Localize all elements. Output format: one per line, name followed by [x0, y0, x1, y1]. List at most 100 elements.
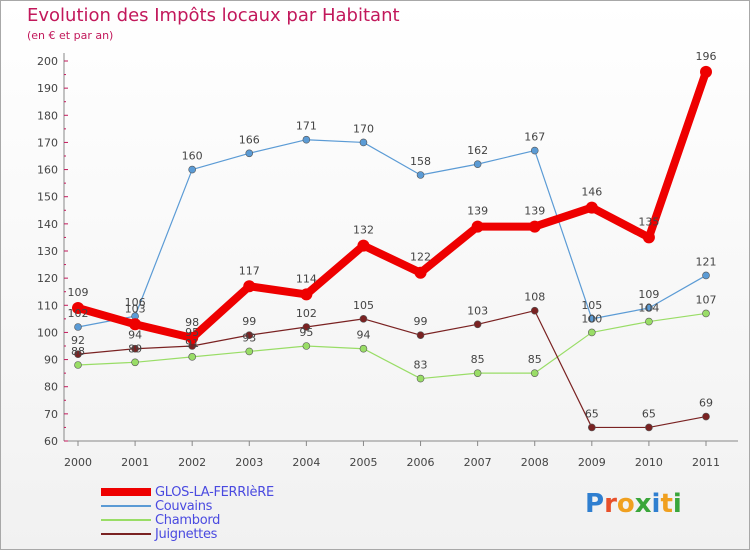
data-label: 105 — [581, 299, 602, 312]
data-label: 106 — [125, 296, 146, 309]
x-tick-label: 2003 — [235, 456, 263, 469]
data-label: 139 — [467, 205, 488, 218]
legend-item: Juignettes — [101, 527, 274, 542]
data-point — [359, 315, 368, 323]
data-label: 99 — [414, 315, 428, 328]
x-tick-label: 2005 — [349, 456, 377, 469]
data-point — [702, 309, 710, 318]
legend: GLOS-LA-FERRIèRE Couvains Chambord Juignett… — [101, 484, 274, 542]
series-line-0 — [74, 67, 710, 342]
data-label: 100 — [581, 312, 602, 325]
data-point — [186, 331, 199, 344]
data-point — [473, 160, 482, 168]
data-point — [300, 288, 313, 301]
data-label: 114 — [296, 272, 317, 285]
logo-letter: P — [585, 489, 605, 519]
logo-letter: x — [634, 489, 652, 519]
data-point — [642, 231, 655, 244]
chart-title: Evolution des Impôts locaux par Habitant — [27, 5, 400, 26]
legend-label: GLOS-LA-FERRIèRE — [155, 484, 274, 500]
x-tick-label: 2006 — [407, 456, 435, 469]
data-label: 85 — [528, 353, 542, 366]
data-point — [359, 138, 368, 147]
data-label: 162 — [467, 144, 488, 157]
y-tick-label: 130 — [37, 245, 58, 258]
data-point — [700, 65, 712, 78]
proxiti-logo: Proxiti — [585, 489, 682, 519]
data-point — [473, 320, 482, 329]
data-label: 102 — [68, 307, 89, 320]
data-point — [131, 358, 139, 367]
x-tick-label: 2010 — [635, 456, 663, 469]
data-point — [302, 342, 311, 350]
data-label: 146 — [581, 186, 602, 199]
data-label: 92 — [71, 334, 85, 347]
data-label: 132 — [353, 224, 374, 237]
data-point — [188, 165, 196, 174]
y-tick-label: 80 — [44, 381, 58, 394]
data-label: 65 — [642, 407, 656, 420]
y-tick-label: 110 — [37, 299, 58, 312]
data-label: 104 — [638, 302, 659, 315]
data-point — [530, 306, 539, 315]
data-label: 83 — [414, 359, 428, 372]
data-label: 171 — [296, 120, 317, 133]
x-tick-label: 2004 — [292, 456, 320, 469]
x-tick-label: 2009 — [578, 456, 606, 469]
legend-swatch — [101, 533, 151, 535]
y-tick-label: 190 — [37, 82, 58, 95]
data-point — [702, 271, 710, 280]
y-tick-label: 140 — [37, 218, 58, 231]
data-point — [302, 135, 311, 144]
data-label: 105 — [353, 299, 374, 312]
data-point — [245, 331, 254, 339]
y-tick-label: 160 — [37, 164, 58, 177]
data-label: 93 — [242, 331, 256, 344]
data-label: 108 — [524, 291, 545, 304]
legend-item: Chambord — [101, 512, 274, 528]
data-label: 109 — [68, 286, 89, 299]
x-tick-label: 2007 — [464, 456, 492, 469]
logo-letter: i — [651, 489, 661, 519]
data-label: 158 — [410, 155, 431, 168]
data-label: 121 — [696, 255, 717, 268]
data-label: 69 — [699, 397, 713, 410]
data-point — [243, 280, 256, 293]
data-label: 166 — [239, 133, 260, 146]
legend-item: GLOS-LA-FERRIèRE — [101, 484, 274, 500]
series-line-2 — [77, 312, 707, 380]
data-label: 139 — [524, 205, 545, 218]
data-label: 196 — [696, 50, 717, 63]
y-tick-label: 150 — [37, 191, 58, 204]
y-tick-label: 180 — [37, 109, 58, 122]
data-label: 65 — [585, 407, 599, 420]
logo-letter: i — [672, 489, 682, 519]
legend-label: Chambord — [155, 512, 221, 528]
data-point — [245, 347, 254, 356]
data-point — [471, 220, 484, 233]
data-point — [645, 304, 653, 312]
x-tick-label: 2000 — [64, 456, 92, 469]
data-label: 94 — [128, 329, 142, 342]
data-point — [357, 239, 370, 252]
data-point — [645, 317, 653, 326]
data-point — [702, 412, 710, 421]
data-point — [585, 201, 598, 214]
data-point — [302, 323, 311, 331]
y-tick-label: 60 — [44, 435, 58, 448]
series-line-1 — [77, 139, 707, 328]
data-label: 122 — [410, 251, 431, 264]
legend-swatch — [101, 488, 151, 496]
data-point — [245, 149, 254, 158]
data-label: 160 — [182, 150, 203, 163]
data-point — [74, 323, 82, 331]
data-point — [530, 146, 539, 155]
legend-item: Couvains — [101, 499, 274, 514]
y-tick-label: 200 — [37, 55, 58, 68]
x-tick-label: 2011 — [692, 456, 720, 469]
data-label: 91 — [185, 337, 199, 350]
data-point — [359, 344, 368, 353]
data-point — [645, 423, 653, 432]
